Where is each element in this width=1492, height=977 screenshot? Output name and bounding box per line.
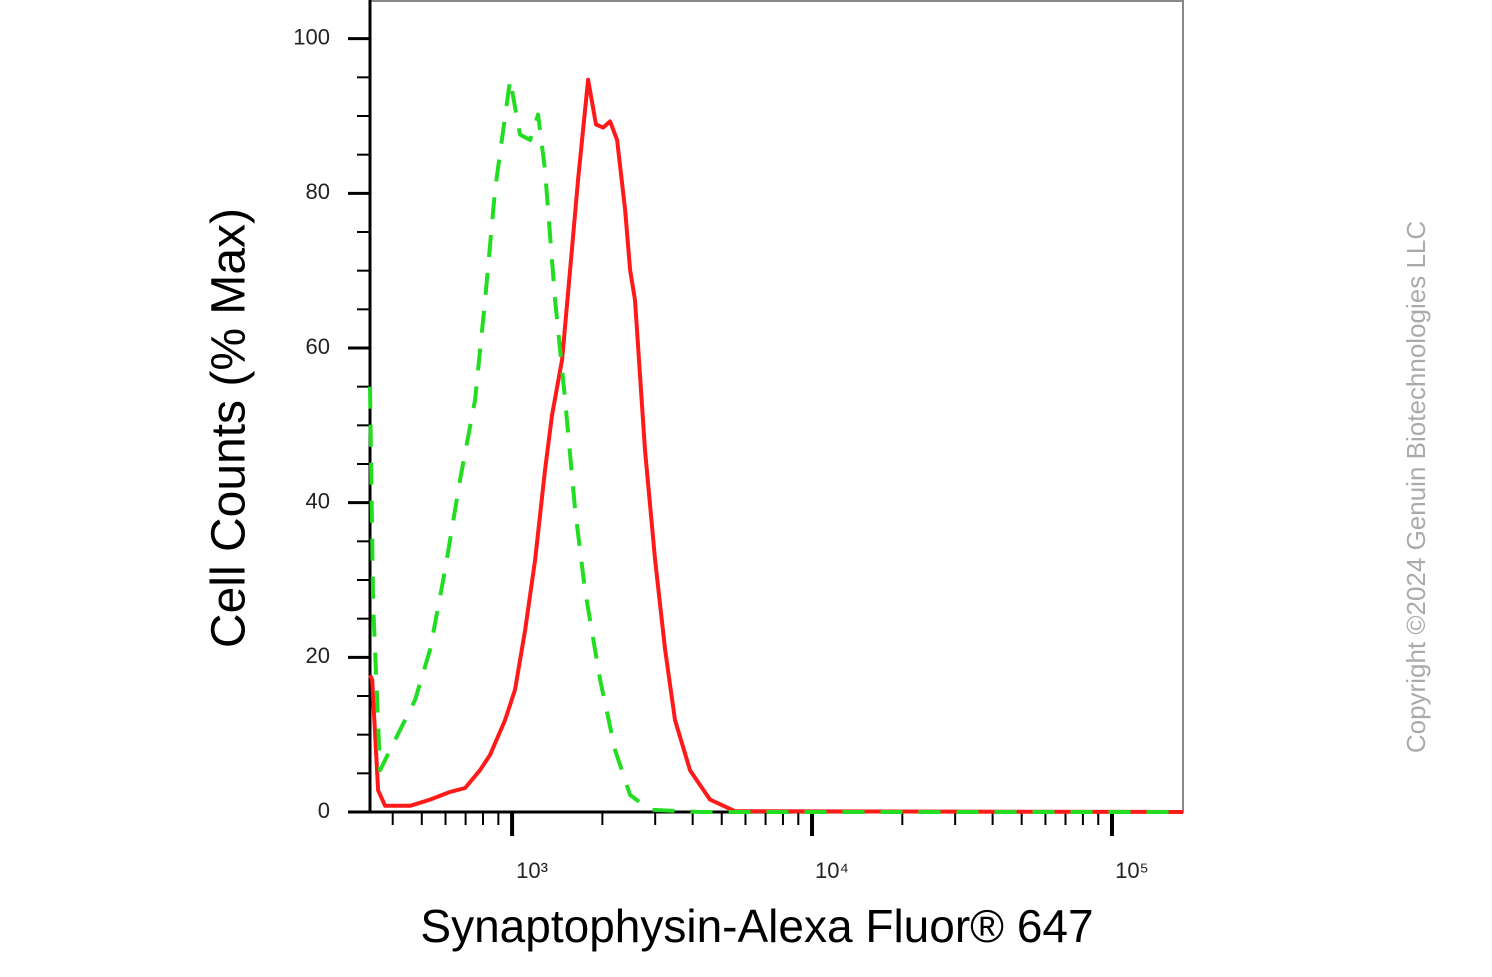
y-tick-label: 20 [306,643,330,668]
x-tick-label: 10³ [516,858,548,883]
watermark: Copyright ©2024 Genuin Biotechnologies L… [1401,221,1431,753]
y-tick-label: 40 [306,488,330,513]
y-tick-label: 60 [306,334,330,359]
x-tick-label: 10⁵ [1115,858,1149,883]
series-line [368,77,1184,814]
x-axis-title: Synaptophysin-Alexa Fluor® 647 [420,900,1093,952]
y-tick-label: 0 [318,798,330,823]
series-line [368,77,1183,814]
plot-frame [369,0,1184,813]
y-tick-label: 80 [306,179,330,204]
y-tick-label: 100 [293,24,330,49]
y-axis-title: Cell Counts (% Max) [203,208,256,648]
x-tick-label: 10⁴ [815,858,849,883]
